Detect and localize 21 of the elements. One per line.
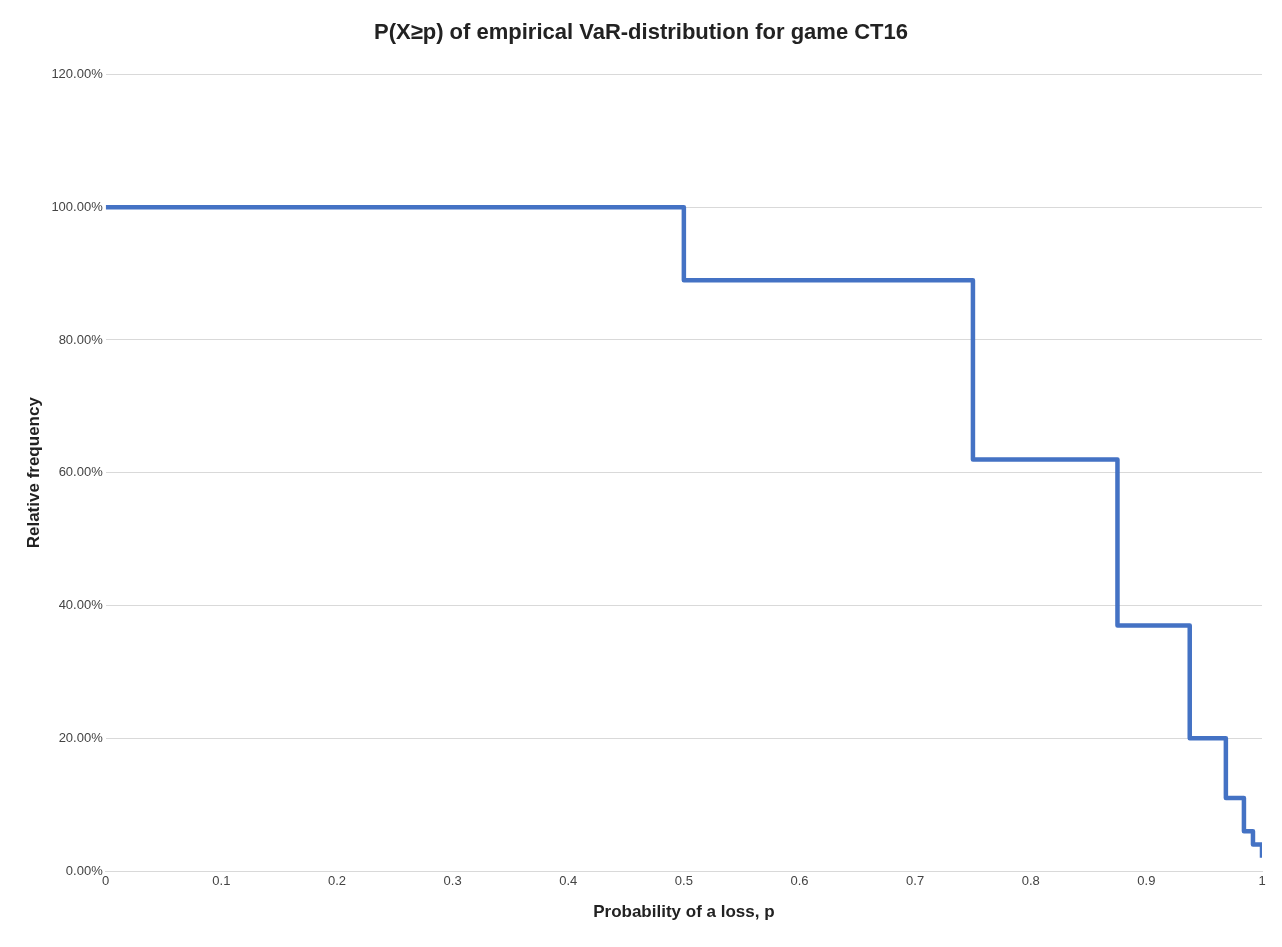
x-tick-label: 0.1 bbox=[212, 873, 231, 889]
y-tick-label: 120.00% bbox=[51, 65, 104, 81]
x-tick-label: 0.8 bbox=[1021, 873, 1040, 889]
y-tick-label: 40.00% bbox=[58, 597, 104, 613]
y-tick-label: 80.00% bbox=[58, 331, 104, 347]
x-tick-label: 0 bbox=[102, 873, 110, 889]
chart-title: P(X≥p) of empirical VaR-distribution for game CT16 bbox=[373, 19, 909, 45]
x-axis-title: Probability of a loss, p bbox=[593, 902, 775, 922]
x-tick-label: 0.3 bbox=[443, 873, 462, 889]
x-tick-label: 0.6 bbox=[790, 873, 809, 889]
x-tick-label: 0.4 bbox=[559, 873, 578, 889]
y-tick-label: 60.00% bbox=[58, 464, 104, 480]
x-tick-label: 1 bbox=[1258, 873, 1266, 889]
x-tick-label: 0.9 bbox=[1137, 873, 1156, 889]
y-axis-title: Relative frequency bbox=[23, 396, 43, 549]
x-tick-label: 0.5 bbox=[674, 873, 693, 889]
y-tick-label: 20.00% bbox=[58, 729, 104, 745]
x-tick-label: 0.2 bbox=[327, 873, 347, 889]
x-tick-label: 0.7 bbox=[906, 873, 925, 889]
y-tick-label: 0.00% bbox=[65, 862, 104, 878]
y-tick-label: 100.00% bbox=[51, 198, 104, 214]
